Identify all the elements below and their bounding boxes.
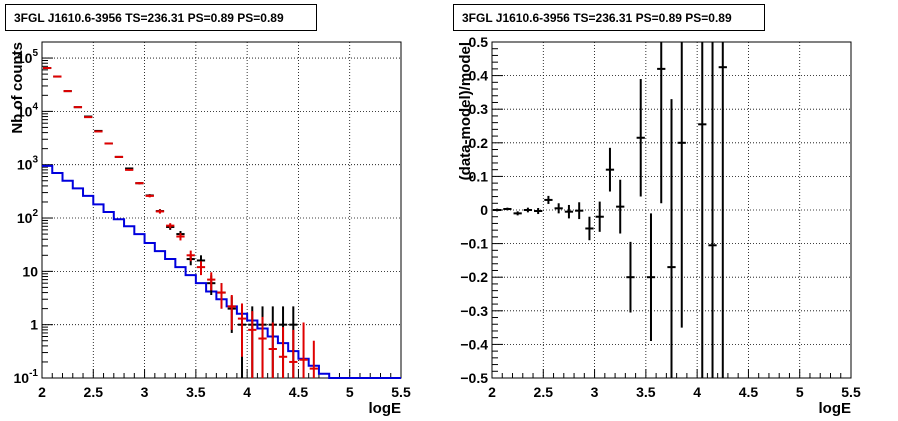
left-model-point [309, 340, 318, 378]
right-y-tick-label: −0.4 [460, 336, 488, 352]
left-model-point [94, 130, 103, 133]
right-y-tick-label: 0 [480, 202, 488, 218]
left-y-tick-label: 1 [30, 317, 38, 333]
right-x-tick-label: 3 [591, 384, 599, 400]
right-y-tick-label: 0.3 [469, 101, 489, 117]
left-plot-title: 3FGL J1610.6-3956 TS=236.31 PS=0.89 PS=0… [5, 4, 317, 31]
right-x-tick-label: 5.5 [841, 384, 861, 400]
left-model-point [237, 303, 247, 357]
left-model-point [227, 295, 236, 330]
left-model-point [186, 250, 195, 262]
right-x-tick-label: 3.5 [636, 384, 656, 400]
right-residual-point [595, 201, 604, 232]
left-model-point [125, 168, 134, 171]
right-x-tick-label: 2 [488, 384, 496, 400]
left-model-point [289, 329, 298, 378]
right-residual-point [646, 213, 656, 342]
left-model-point [278, 327, 288, 378]
right-residual-point [657, 42, 666, 204]
left-x-tick-label: 3.5 [186, 384, 206, 400]
left-model-point [135, 182, 144, 185]
left-plot-panel: 2 2.5 3 3.5 4 4.5 5 5.510-1110102103104105logEN… [9, 41, 411, 417]
left-x-tick-label: 4 [243, 384, 251, 400]
left-model-point [248, 311, 257, 378]
left-model-point [207, 272, 216, 291]
left-model-point [299, 322, 308, 378]
left-model-point [166, 223, 175, 229]
right-y-tick-label: 0.2 [469, 135, 489, 151]
right-residual-point [677, 42, 686, 328]
left-y-axis-title: Nb of counts [9, 42, 26, 134]
left-model-point [268, 322, 277, 378]
right-residual-point [616, 179, 625, 234]
right-y-tick-label: −0.2 [460, 269, 488, 285]
right-y-axis-title: (data-model)/model [457, 42, 474, 180]
left-y-tick-label: 102 [17, 208, 39, 226]
right-residual-point [585, 216, 594, 241]
right-residual-point [708, 42, 717, 378]
left-x-tick-label: 5.5 [391, 384, 411, 400]
right-x-tick-label: 2.5 [534, 384, 554, 400]
left-model-point [104, 142, 113, 145]
right-residual-point [636, 78, 645, 197]
right-residual-point [554, 203, 563, 214]
left-model-point [258, 316, 267, 378]
left-x-tick-label: 3 [141, 384, 149, 400]
right-residual-point [523, 207, 533, 213]
right-y-tick-label: −0.3 [460, 303, 488, 319]
right-residual-point [698, 42, 707, 378]
right-residual-point [626, 241, 635, 313]
right-y-tick-label: −0.1 [460, 236, 488, 252]
left-model-point [176, 233, 185, 241]
left-model-point [217, 283, 226, 309]
left-y-tick-label: 10-1 [14, 368, 39, 386]
left-model-point [196, 261, 206, 276]
left-plot-frame [41, 41, 402, 379]
right-residual-point [493, 208, 502, 212]
right-residual-point [605, 147, 615, 192]
left-x-axis-title: logE [369, 400, 402, 417]
right-residual-point [575, 202, 584, 220]
left-model-point [114, 155, 124, 158]
right-residual-point [534, 207, 543, 215]
left-model-point [84, 116, 93, 119]
right-x-tick-label: 4 [693, 384, 701, 400]
left-y-tick-label: 103 [17, 155, 39, 173]
left-model-point [155, 209, 165, 214]
right-x-tick-label: 5 [796, 384, 804, 400]
right-y-tick-label: 0.4 [469, 68, 489, 84]
right-plot-title: 3FGL J1610.6-3956 TS=236.31 PS=0.89 PS=0… [453, 4, 765, 31]
right-residual-point [718, 42, 727, 378]
left-x-tick-label: 4.5 [289, 384, 309, 400]
right-x-axis-title: logE [819, 400, 852, 417]
right-x-tick-label: 4.5 [739, 384, 759, 400]
right-plot-panel: 2 2.5 3 3.5 4 4.5 5 5.5 −0.5 −0.4 −0.3 −0.2 −0.1 0 0.1… [457, 34, 861, 417]
left-x-tick-label: 2.5 [84, 384, 104, 400]
right-residual-point [503, 207, 512, 211]
right-residual-point [544, 195, 553, 204]
right-residual-point [564, 204, 574, 219]
left-x-tick-label: 2 [38, 384, 46, 400]
right-y-tick-label: 0.1 [469, 168, 489, 184]
left-x-tick-label: 5 [346, 384, 354, 400]
right-y-tick-label: 0.5 [469, 34, 489, 50]
right-residual-point [667, 99, 676, 378]
left-y-tick-label: 10 [22, 263, 38, 279]
left-model-point [145, 194, 154, 198]
right-residual-point [513, 211, 522, 216]
right-y-tick-label: −0.5 [460, 370, 488, 386]
